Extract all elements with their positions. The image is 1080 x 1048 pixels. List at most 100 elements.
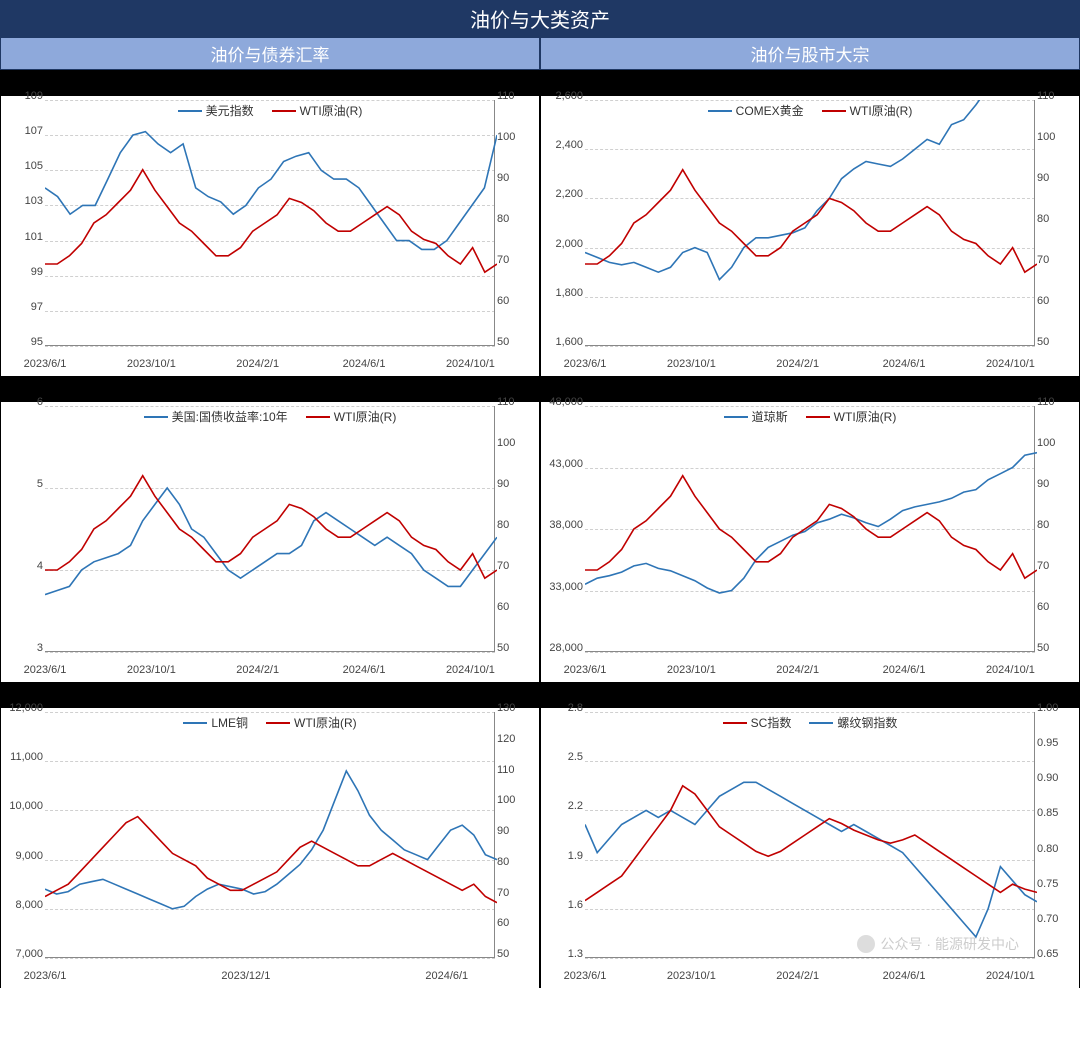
y-right-tick: 110 <box>497 90 537 102</box>
y-left-tick: 5 <box>3 478 43 490</box>
y-right-tick: 100 <box>497 437 537 449</box>
chart-svg <box>585 100 1037 346</box>
chart-svg <box>45 100 497 346</box>
y-left-tick: 1,800 <box>543 287 583 299</box>
chart-svg <box>585 712 1037 958</box>
y-right-tick: 70 <box>1037 560 1077 572</box>
y-right-tick: 90 <box>497 825 537 837</box>
x-tick: 2024/6/1 <box>883 664 926 676</box>
subtitle-row: 油价与债券汇率 油价与股市大宗 <box>0 37 1080 70</box>
y-left-tick: 33,000 <box>543 581 583 593</box>
x-tick: 2023/6/1 <box>564 970 607 982</box>
chart-ust10: 美国:国债收益率:10年WTI原油(R)34565060708090100110… <box>0 402 540 682</box>
y-left-tick: 43,000 <box>543 458 583 470</box>
y-right-tick: 70 <box>497 887 537 899</box>
y-left-tick: 107 <box>3 125 43 137</box>
x-tick: 2023/10/1 <box>667 664 716 676</box>
y-left-tick: 2.5 <box>543 751 583 763</box>
y-right-tick: 60 <box>1037 601 1077 613</box>
x-tick: 2024/6/1 <box>343 358 386 370</box>
series-line <box>45 476 497 579</box>
chart-dxy: 美元指数WTI原油(R)9597991011031051071095060708… <box>0 96 540 376</box>
y-right-tick: 0.80 <box>1037 843 1077 855</box>
x-tick: 2024/2/1 <box>776 664 819 676</box>
x-tick: 2024/10/1 <box>986 970 1035 982</box>
y-right-tick: 0.70 <box>1037 913 1077 925</box>
y-right-tick: 110 <box>1037 396 1077 408</box>
y-right-tick: 50 <box>1037 642 1077 654</box>
x-tick: 2023/6/1 <box>24 358 67 370</box>
row-gap <box>0 376 1080 402</box>
subtitle-right: 油价与股市大宗 <box>540 37 1080 70</box>
x-tick: 2023/10/1 <box>667 358 716 370</box>
chart-lme: LME铜WTI原油(R)7,0008,0009,00010,00011,0001… <box>0 708 540 988</box>
x-tick: 2024/2/1 <box>236 358 279 370</box>
y-right-tick: 100 <box>1037 437 1077 449</box>
series-line <box>45 488 497 595</box>
y-left-tick: 1.3 <box>543 948 583 960</box>
y-left-tick: 95 <box>3 336 43 348</box>
series-line <box>45 170 497 273</box>
series-line <box>585 786 1037 901</box>
y-right-tick: 60 <box>497 917 537 929</box>
y-right-tick: 80 <box>1037 213 1077 225</box>
y-right-tick: 80 <box>497 856 537 868</box>
y-right-tick: 0.90 <box>1037 772 1077 784</box>
chart-svg <box>45 406 497 652</box>
plot-area <box>45 406 495 652</box>
chart-gold: COMEX黄金WTI原油(R)1,6001,8002,0002,2002,400… <box>540 96 1080 376</box>
y-left-tick: 4 <box>3 560 43 572</box>
x-tick: 2023/10/1 <box>127 358 176 370</box>
y-left-tick: 99 <box>3 266 43 278</box>
y-right-tick: 110 <box>497 764 537 776</box>
y-right-tick: 90 <box>1037 478 1077 490</box>
y-right-tick: 50 <box>1037 336 1077 348</box>
y-left-tick: 10,000 <box>3 800 43 812</box>
subtitle-left: 油价与债券汇率 <box>0 37 540 70</box>
y-left-tick: 8,000 <box>3 899 43 911</box>
y-right-tick: 90 <box>497 478 537 490</box>
y-left-tick: 109 <box>3 90 43 102</box>
series-line <box>45 817 497 903</box>
y-left-tick: 3 <box>3 642 43 654</box>
row-gap <box>0 70 1080 96</box>
y-right-tick: 90 <box>497 172 537 184</box>
y-left-tick: 48,000 <box>543 396 583 408</box>
x-tick: 2024/10/1 <box>446 664 495 676</box>
y-right-tick: 50 <box>497 336 537 348</box>
plot-area <box>45 100 495 346</box>
y-right-tick: 80 <box>497 213 537 225</box>
series-line <box>585 100 1037 280</box>
y-right-tick: 80 <box>497 519 537 531</box>
y-left-tick: 7,000 <box>3 948 43 960</box>
plot-area <box>585 406 1035 652</box>
main-title: 油价与大类资产 <box>0 0 1080 37</box>
series-line <box>585 453 1037 593</box>
y-left-tick: 97 <box>3 301 43 313</box>
y-right-tick: 70 <box>497 560 537 572</box>
x-tick: 2023/10/1 <box>667 970 716 982</box>
chart-row-2: 美国:国债收益率:10年WTI原油(R)34565060708090100110… <box>0 402 1080 682</box>
y-right-tick: 70 <box>1037 254 1077 266</box>
y-left-tick: 103 <box>3 195 43 207</box>
plot-area <box>585 100 1035 346</box>
y-left-tick: 1.6 <box>543 899 583 911</box>
y-right-tick: 80 <box>1037 519 1077 531</box>
x-tick: 2024/6/1 <box>883 358 926 370</box>
y-right-tick: 0.65 <box>1037 948 1077 960</box>
series-line <box>585 170 1037 273</box>
y-right-tick: 100 <box>1037 131 1077 143</box>
x-tick: 2023/6/1 <box>24 970 67 982</box>
x-tick: 2023/6/1 <box>564 358 607 370</box>
chart-sc-rebar: 公众号 · 能源研发中心 SC指数螺纹钢指数1.31.61.92.22.52.8… <box>540 708 1080 988</box>
y-left-tick: 2.8 <box>543 702 583 714</box>
y-left-tick: 2,200 <box>543 188 583 200</box>
x-tick: 2023/6/1 <box>24 664 67 676</box>
y-right-tick: 50 <box>497 948 537 960</box>
y-right-tick: 60 <box>497 601 537 613</box>
y-left-tick: 1,600 <box>543 336 583 348</box>
y-right-tick: 1.00 <box>1037 702 1077 714</box>
y-right-tick: 120 <box>497 733 537 745</box>
x-tick: 2023/6/1 <box>564 664 607 676</box>
chart-row-1: 美元指数WTI原油(R)9597991011031051071095060708… <box>0 96 1080 376</box>
